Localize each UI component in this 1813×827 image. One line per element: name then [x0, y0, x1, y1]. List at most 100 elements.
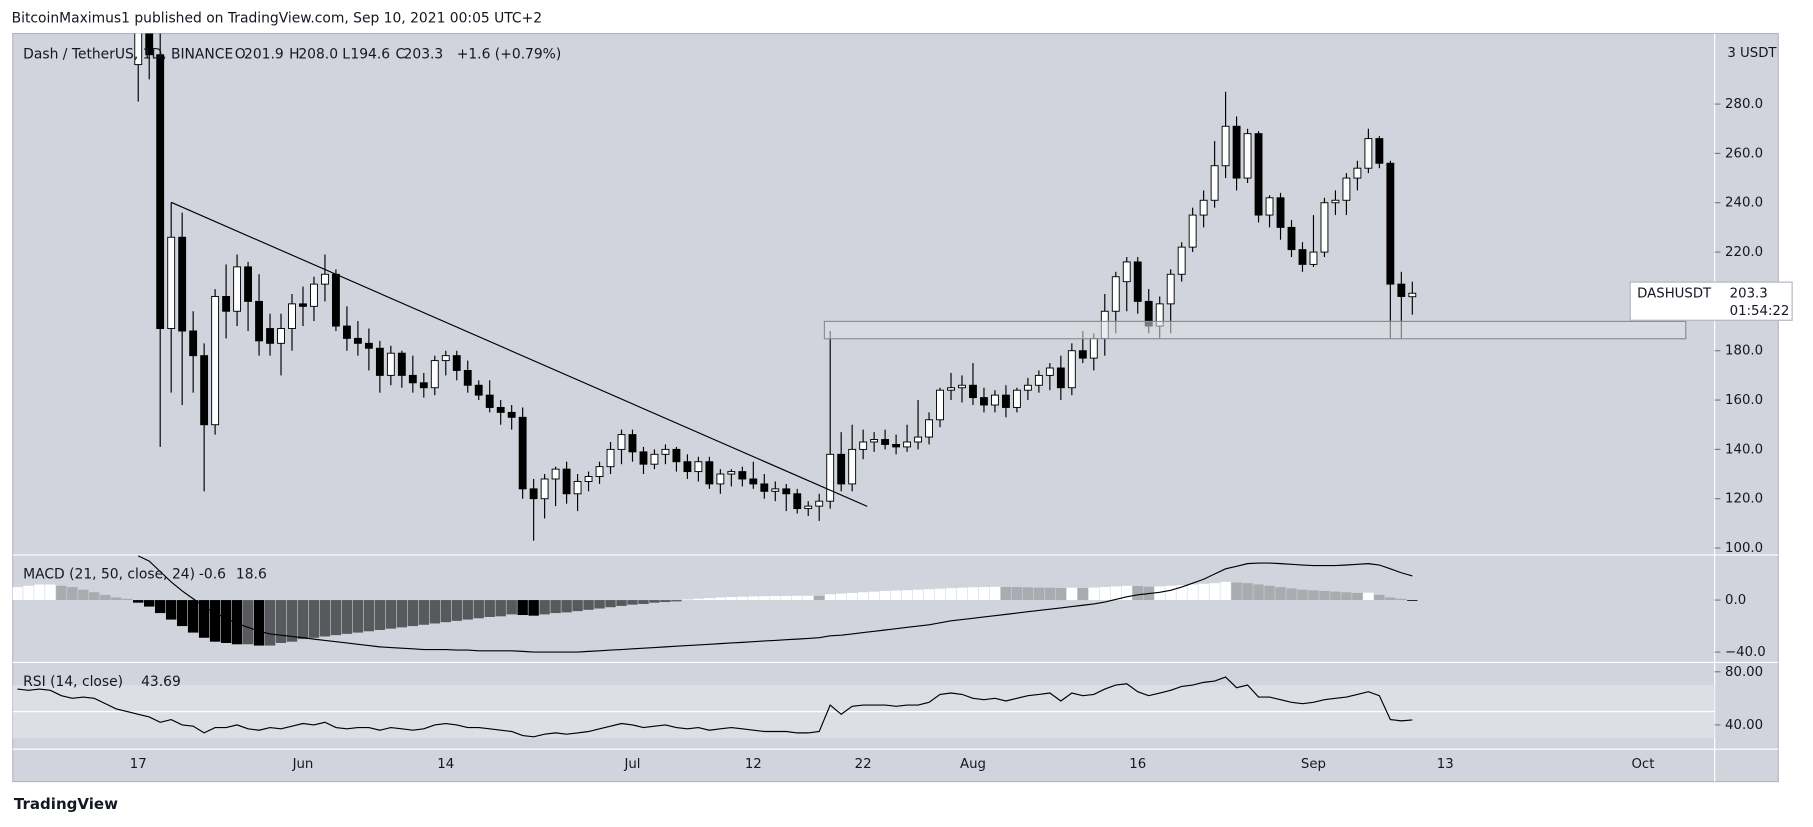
macd-histogram-bar [967, 587, 979, 601]
macd-line-value: 18.6 [236, 567, 267, 583]
candle-body [881, 439, 890, 445]
macd-histogram-bar [78, 589, 89, 601]
candle-body [529, 488, 538, 500]
macd-histogram-bar [737, 596, 748, 601]
candle-body [233, 266, 242, 312]
candle-body [672, 448, 681, 463]
macd-histogram-bar [1297, 589, 1308, 601]
x-tick-label: 17 [130, 757, 147, 772]
candle-body [1386, 162, 1395, 285]
candle-body [958, 384, 966, 389]
macd-histogram-bar [440, 600, 451, 623]
macd-histogram-bar [989, 586, 1001, 601]
macd-histogram-bar [627, 600, 638, 605]
candle-body [463, 369, 472, 386]
candle-body [134, 33, 143, 66]
candle-body [1012, 389, 1021, 408]
macd-histogram-bar [715, 597, 726, 601]
macd-histogram-bar [506, 600, 517, 615]
macd-histogram-bar [89, 592, 100, 601]
macd-histogram-bar [638, 600, 649, 604]
macd-histogram-bar [583, 600, 594, 610]
macd-histogram-bar [1077, 587, 1089, 601]
candle-body [617, 434, 626, 450]
macd-histogram-bar [1154, 586, 1165, 601]
candle-body [386, 352, 395, 376]
macd-histogram-bar [671, 600, 682, 602]
candle-body [1111, 276, 1120, 312]
macd-histogram-bar [1396, 598, 1407, 601]
candle-body [540, 478, 549, 500]
y-tick-label: 280.0 [1725, 97, 1763, 112]
candle-body [683, 461, 692, 473]
candle-body [1221, 125, 1230, 167]
macd-histogram-bar [275, 600, 287, 643]
y-tick-label: 0.0 [1725, 593, 1746, 608]
rsi-line [17, 676, 1413, 738]
candle-body [332, 273, 340, 327]
macd-histogram-bar [1363, 592, 1374, 601]
macd-histogram-bar [1319, 590, 1330, 601]
macd-histogram-bar [67, 587, 78, 601]
macd-histogram-bar [198, 600, 210, 638]
macd-histogram-bar [56, 585, 67, 601]
candle-body [518, 416, 527, 490]
macd-histogram-bar [12, 587, 23, 601]
macd-histogram-bar [1033, 587, 1045, 601]
candle-body [1364, 138, 1373, 169]
macd-histogram-bar [824, 594, 836, 601]
macd-histogram-bar [495, 600, 506, 617]
candle-body [1067, 350, 1076, 389]
y-tick-label: 260.0 [1725, 146, 1763, 161]
macd-histogram-bar [561, 600, 572, 613]
macd-histogram-bar [385, 600, 397, 629]
macd-histogram-bar [462, 600, 473, 620]
candle-body [903, 441, 912, 448]
macd-histogram-bar [978, 587, 990, 601]
candle-body [299, 303, 307, 307]
macd-histogram-bar [34, 584, 45, 601]
candle-body [321, 273, 329, 285]
macd-histogram-bar [682, 599, 693, 601]
candle-body [244, 266, 252, 302]
candle-body [606, 448, 615, 468]
macd-histogram-bar [144, 600, 155, 607]
macd-histogram-bar [1231, 582, 1242, 601]
candle-body [1243, 133, 1252, 179]
macd-histogram-bar [649, 600, 660, 603]
macd-histogram-bar [1187, 584, 1198, 601]
price-label-box [1629, 281, 1793, 321]
candle-body [936, 389, 944, 421]
candle-body [661, 448, 670, 455]
symbol-label: DASHUSDT [1637, 287, 1712, 302]
candle-body [1397, 283, 1406, 297]
macd-histogram-bar [770, 596, 781, 601]
candle-body [595, 466, 604, 477]
y-tick-label: 80.00 [1725, 665, 1763, 680]
macd-histogram-bar [308, 600, 320, 638]
macd-histogram-bar [879, 590, 891, 601]
plot: 100.0120.0140.0160.0180.0200.0220.0240.0… [12, 33, 1766, 772]
macd-histogram-bar [835, 593, 847, 601]
macd-histogram-bar [1253, 584, 1264, 601]
x-tick-label: Sep [1301, 757, 1326, 772]
candle-body [441, 355, 450, 362]
candle-body [1265, 197, 1274, 216]
macd-histogram-bar [956, 587, 968, 601]
candle-body [1001, 394, 1010, 408]
candle-body [848, 448, 857, 485]
macd-histogram-bar [945, 588, 957, 601]
macd-histogram-bar [111, 597, 122, 601]
macd-histogram-bar [528, 600, 539, 616]
macd-hist-value: -0.6 [199, 567, 226, 583]
x-tick-label: 22 [855, 757, 872, 772]
candle-body [485, 394, 494, 408]
x-tick-label: 13 [1437, 757, 1454, 772]
macd-line [137, 555, 1413, 653]
candle-body [892, 443, 901, 448]
ohlc-prefix: L [342, 46, 350, 62]
x-tick-label: Jun [292, 757, 314, 772]
x-tick-label: Aug [960, 757, 986, 772]
candle-body [156, 54, 165, 329]
